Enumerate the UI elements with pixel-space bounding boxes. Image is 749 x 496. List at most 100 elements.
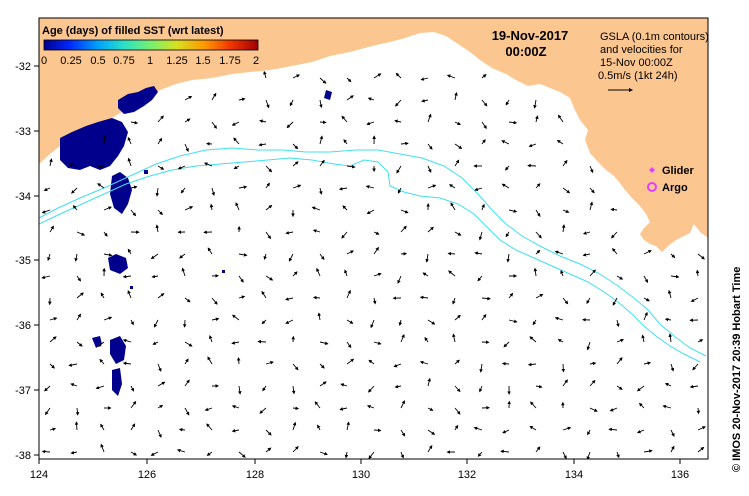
velocity-arrow (449, 184, 456, 189)
x-tick-128: 128 (246, 469, 264, 481)
velocity-arrow (49, 158, 53, 167)
velocity-arrow (395, 72, 402, 79)
velocity-arrow (400, 209, 409, 214)
velocity-arrow (562, 451, 567, 459)
colorbar-tick: 1 (147, 55, 153, 67)
velocity-arrow (47, 253, 51, 261)
velocity-arrow (317, 424, 321, 431)
velocity-arrow (97, 164, 105, 169)
velocity-arrow (481, 99, 488, 107)
velocity-arrow (292, 74, 301, 79)
y-tick-38: -38 (15, 450, 31, 462)
colorbar-gradient (43, 39, 259, 51)
velocity-arrow (157, 429, 162, 438)
velocity-arrow (479, 363, 483, 373)
velocity-arrows (41, 70, 706, 459)
velocity-arrow (397, 187, 402, 194)
velocity-arrow (97, 183, 105, 189)
velocity-arrow (313, 295, 321, 300)
velocity-arrow (157, 293, 165, 299)
velocity-arrow (346, 319, 354, 324)
velocity-arrow (501, 361, 510, 366)
velocity-arrow (557, 339, 564, 343)
velocity-arrow (500, 449, 510, 454)
velocity-arrow (535, 249, 541, 255)
velocity-arrow (477, 451, 483, 457)
velocity-arrow (157, 363, 162, 372)
velocity-arrow (152, 341, 159, 345)
velocity-arrow (427, 165, 432, 173)
velocity-arrow (662, 404, 672, 409)
velocity-arrow (609, 407, 618, 412)
velocity-arrow (211, 92, 217, 101)
velocity-arrow (367, 97, 375, 101)
velocity-arrow (211, 317, 220, 321)
velocity-arrow (257, 339, 267, 344)
velocity-arrow (502, 429, 510, 434)
velocity-arrow (427, 143, 433, 150)
velocity-arrow (265, 165, 273, 173)
velocity-arrow (643, 311, 648, 321)
velocity-arrow (535, 293, 544, 299)
velocity-arrow (586, 451, 591, 459)
velocity-arrow (643, 275, 649, 283)
velocity-arrow (424, 336, 429, 343)
velocity-arrow (204, 407, 213, 412)
velocity-arrow (589, 187, 595, 194)
legend-line-4: 0.5m/s (1kt 24h) (598, 70, 677, 82)
velocity-arrow (366, 209, 375, 215)
velocity-arrow (103, 316, 113, 321)
velocity-arrow (479, 385, 483, 393)
velocity-arrow (319, 99, 323, 109)
velocity-arrow (697, 446, 705, 453)
velocity-arrow (454, 359, 460, 365)
velocity-arrow (127, 248, 132, 255)
land-australia (39, 18, 708, 252)
legend-line-1: GSLA (0.1m contours) (600, 31, 709, 43)
velocity-arrow (44, 385, 51, 392)
velocity-arrow (427, 429, 436, 435)
velocity-arrow (696, 407, 701, 415)
credit-text: © IMOS 20-Nov-2017 20:39 Hobart Time (731, 267, 743, 472)
velocity-arrow (396, 165, 402, 174)
velocity-arrow (589, 269, 596, 277)
velocity-arrow (450, 202, 456, 211)
velocity-arrow (317, 312, 322, 321)
velocity-arrow (454, 407, 461, 415)
velocity-arrow (562, 159, 568, 167)
velocity-arrow (157, 137, 163, 145)
velocity-arrow (400, 429, 406, 437)
velocity-arrow (616, 451, 620, 459)
velocity-arrow (346, 250, 355, 255)
velocity-arrow (527, 163, 537, 168)
velocity-arrow (238, 275, 244, 283)
velocity-arrow (103, 231, 108, 237)
velocity-arrow (427, 226, 434, 233)
velocity-arrow (258, 142, 267, 147)
velocity-arrow (130, 209, 137, 217)
velocity-arrow (346, 341, 352, 349)
velocity-arrow (608, 427, 618, 432)
velocity-arrow (311, 206, 321, 211)
velocity-arrow (589, 379, 596, 387)
velocity-arrow (616, 338, 625, 343)
velocity-arrow (562, 379, 568, 387)
velocity-arrow (368, 451, 375, 459)
velocity-arrow (75, 407, 80, 416)
velocity-arrow (319, 159, 325, 167)
velocity-arrow (643, 297, 650, 302)
velocity-arrow (560, 269, 564, 277)
velocity-arrow (291, 385, 296, 395)
velocity-arrow (427, 445, 433, 453)
colorbar-title: Age (days) of filled SST (wrt latest) (42, 25, 224, 37)
velocity-arrow (481, 296, 491, 301)
velocity-arrow (508, 292, 514, 299)
velocity-arrow (425, 253, 429, 263)
velocity-arrow (535, 209, 541, 217)
velocity-arrow (636, 429, 645, 434)
velocity-arrow (238, 185, 248, 190)
velocity-arrow (556, 139, 564, 145)
velocity-arrow (503, 341, 510, 348)
velocity-arrow (184, 206, 194, 211)
